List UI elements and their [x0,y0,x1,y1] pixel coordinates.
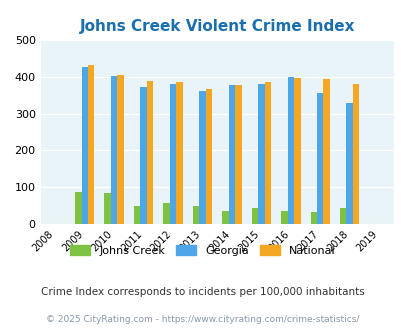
Bar [228,85,234,224]
Bar [147,82,153,224]
Bar [310,212,316,224]
Bar [140,87,147,224]
Bar [258,83,264,224]
Bar [222,211,228,224]
Bar [199,91,205,224]
Text: © 2025 CityRating.com - https://www.cityrating.com/crime-statistics/: © 2025 CityRating.com - https://www.city… [46,315,359,324]
Bar [339,208,345,224]
Bar [134,206,140,224]
Bar [169,83,176,224]
Bar [316,93,323,224]
Bar [345,103,352,224]
Bar [234,85,241,224]
Bar [287,77,293,224]
Bar [75,192,81,224]
Bar [163,203,169,224]
Bar [264,82,271,224]
Bar [205,89,212,224]
Bar [111,76,117,224]
Bar [104,193,111,224]
Bar [251,208,258,224]
Bar [323,79,329,224]
Bar [280,211,287,224]
Bar [88,65,94,224]
Title: Johns Creek Violent Crime Index: Johns Creek Violent Crime Index [79,19,354,34]
Bar [117,75,124,224]
Legend: Johns Creek, Georgia, National: Johns Creek, Georgia, National [66,241,339,260]
Bar [176,82,182,224]
Text: Crime Index corresponds to incidents per 100,000 inhabitants: Crime Index corresponds to incidents per… [41,287,364,297]
Bar [81,67,88,224]
Bar [352,84,358,224]
Bar [293,78,300,224]
Bar [192,206,199,224]
